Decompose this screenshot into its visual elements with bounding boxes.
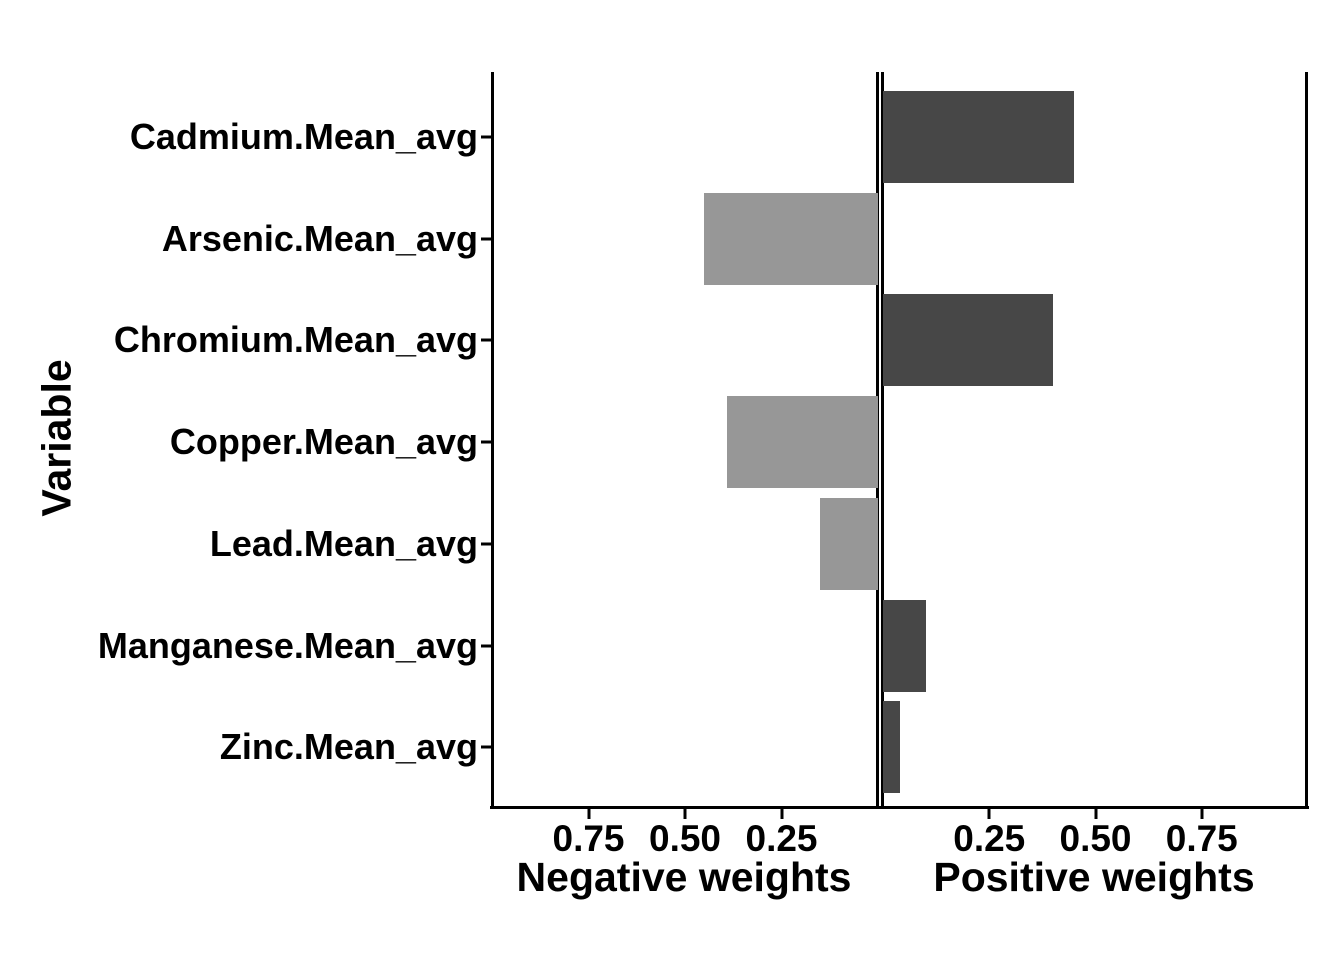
bar-manganese-mean-avg (883, 599, 926, 692)
x-tick-label: 0.50 (1059, 818, 1132, 859)
bar-cadmium-mean-avg (883, 91, 1075, 183)
y-label-chromium: Chromium.Mean_avg (113, 319, 478, 361)
y-axis-title: Variable (33, 359, 80, 517)
panel-border-right (1305, 72, 1308, 808)
y-label-arsenic: Arsenic.Mean_avg (161, 217, 478, 259)
panel-border-left (491, 72, 494, 808)
x-tick-mark (683, 809, 687, 819)
x-tick-mark (1200, 809, 1204, 819)
y-tick-mark (481, 237, 492, 241)
bar-chromium-mean-avg (883, 294, 1053, 387)
y-label-lead: Lead.Mean_avg (209, 522, 478, 564)
y-tick-mark (481, 440, 492, 444)
x-tick-mark (1094, 809, 1097, 819)
bar-copper-mean-avg (727, 396, 878, 489)
x-tick-mark (780, 809, 783, 819)
bar-lead-mean-avg (820, 497, 878, 590)
bar-zinc-mean-avg (883, 701, 900, 794)
x-tick-mark (987, 809, 991, 819)
facet-title-negative-weights: Negative weights (516, 854, 852, 900)
x-tick-label: 0.50 (648, 818, 722, 859)
y-label-copper: Copper.Mean_avg (169, 421, 478, 463)
x-tick-label: 0.75 (552, 818, 625, 859)
zero-line-positive (881, 72, 884, 808)
y-tick-mark (481, 745, 492, 749)
bar-arsenic-mean-avg (704, 192, 878, 285)
y-tick-mark (481, 644, 492, 648)
y-label-zinc: Zinc.Mean_avg (219, 726, 478, 768)
y-tick-mark (481, 338, 492, 342)
y-label-cadmium: Cadmium.Mean_avg (129, 116, 478, 157)
x-axis-line (490, 806, 1309, 809)
y-tick-mark (481, 135, 492, 139)
x-tick-mark (587, 809, 590, 819)
x-tick-label: 0.25 (953, 818, 1026, 859)
facet-title-positive-weights: Positive weights (933, 854, 1255, 900)
x-tick-label: 0.75 (1165, 818, 1238, 859)
y-label-manganese: Manganese.Mean_avg (97, 624, 478, 666)
y-tick-mark (481, 542, 492, 546)
x-tick-label: 0.25 (745, 818, 818, 859)
